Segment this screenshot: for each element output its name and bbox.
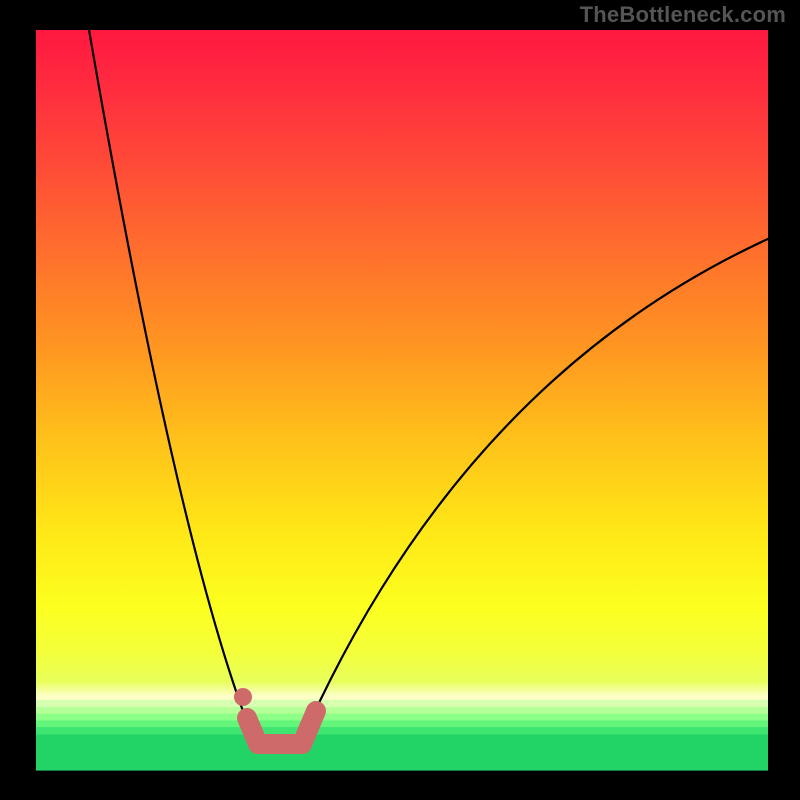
bottleneck-chart (0, 0, 800, 800)
green-band (36, 720, 768, 727)
chart-container: TheBottleneck.com (0, 0, 800, 800)
plot-background (36, 30, 768, 770)
green-band (36, 714, 768, 721)
watermark-text: TheBottleneck.com (580, 2, 786, 28)
green-band (36, 707, 768, 714)
trough-dot (234, 688, 252, 706)
green-band (36, 734, 768, 770)
green-band (36, 727, 768, 735)
green-band (36, 700, 768, 708)
trough-right (302, 711, 316, 744)
